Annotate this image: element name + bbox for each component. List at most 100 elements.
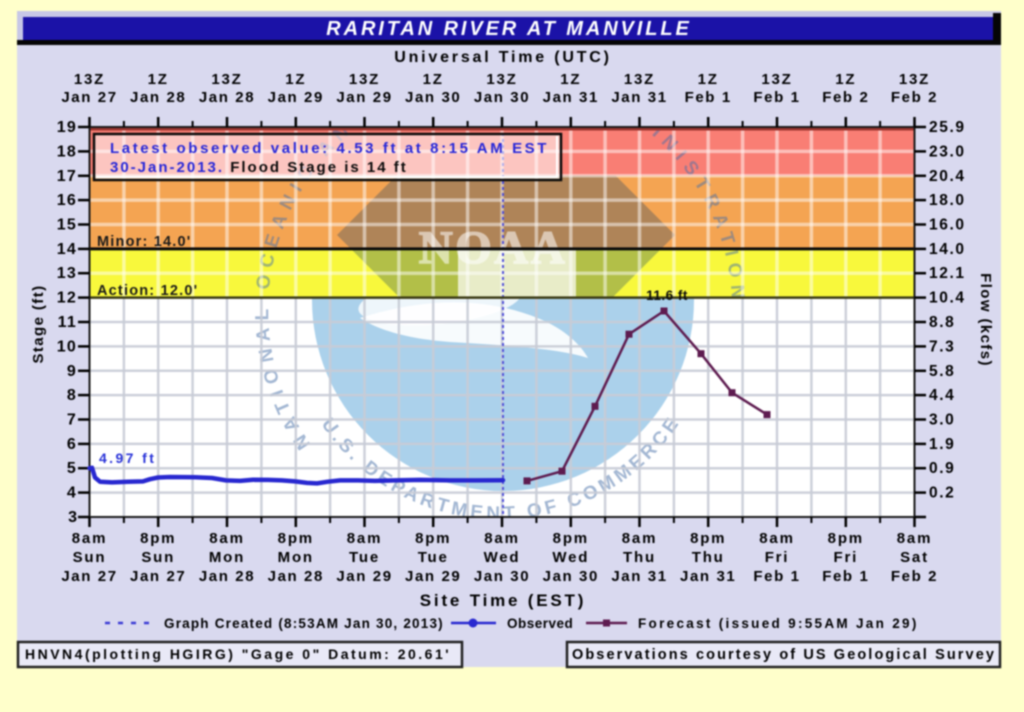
svg-text:4: 4 (67, 485, 77, 502)
svg-text:Fri: Fri (834, 549, 859, 566)
svg-text:1Z: 1Z (560, 71, 581, 88)
svg-text:0.2: 0.2 (929, 485, 955, 502)
svg-text:1Z: 1Z (285, 71, 306, 88)
svg-text:Jan 27: Jan 27 (130, 568, 186, 585)
svg-text:11.6 ft: 11.6 ft (646, 288, 688, 303)
svg-text:Jan 30: Jan 30 (543, 568, 599, 585)
svg-text:Forecast (issued 9:55AM Jan 29: Forecast (issued 9:55AM Jan 29) (638, 616, 919, 631)
svg-text:Jan 30: Jan 30 (405, 89, 461, 106)
svg-text:1Z: 1Z (835, 71, 856, 88)
svg-text:Jan 29: Jan 29 (268, 89, 324, 106)
svg-text:Feb 1: Feb 1 (685, 89, 732, 106)
svg-text:Sat: Sat (900, 549, 929, 566)
svg-text:Jan 28: Jan 28 (199, 89, 255, 106)
svg-text:Observations courtesy of US Ge: Observations courtesy of US Geological S… (572, 647, 996, 663)
svg-text:10.4: 10.4 (929, 290, 966, 307)
svg-text:13: 13 (57, 265, 77, 282)
svg-text:Universal Time (UTC): Universal Time (UTC) (394, 49, 612, 66)
svg-text:Jan 28: Jan 28 (130, 89, 186, 106)
svg-text:Mon: Mon (278, 549, 314, 566)
svg-text:Stage (ft): Stage (ft) (30, 285, 47, 364)
svg-text:13Z: 13Z (899, 71, 930, 88)
svg-text:Jan 31: Jan 31 (680, 568, 736, 585)
svg-text:Jan 29: Jan 29 (405, 568, 461, 585)
svg-text:6: 6 (67, 436, 77, 453)
svg-text:Flow (kcfs): Flow (kcfs) (977, 273, 994, 367)
svg-text:Feb 1: Feb 1 (753, 568, 800, 585)
svg-text:1Z: 1Z (148, 71, 169, 88)
svg-text:5.8: 5.8 (929, 363, 955, 380)
svg-text:7: 7 (67, 412, 77, 429)
svg-text:HNVN4(plotting HGIRG) "Gage 0: HNVN4(plotting HGIRG) "Gage 0" Datum: 20… (25, 646, 451, 662)
svg-text:8am: 8am (759, 530, 794, 547)
svg-text:5: 5 (67, 460, 77, 477)
svg-text:4.97 ft: 4.97 ft (99, 450, 156, 466)
svg-text:1Z: 1Z (698, 71, 719, 88)
svg-text:13Z: 13Z (74, 71, 105, 88)
svg-text:Jan 31: Jan 31 (611, 568, 667, 585)
svg-text:15: 15 (57, 217, 77, 234)
svg-text:Jan 28: Jan 28 (268, 568, 324, 585)
svg-text:16: 16 (57, 192, 77, 209)
svg-text:Jan 29: Jan 29 (336, 568, 392, 585)
svg-text:13Z: 13Z (211, 71, 242, 88)
svg-text:Observed: Observed (507, 616, 573, 631)
svg-text:30-Jan-2013. Flood Stage is 14: 30-Jan-2013. Flood Stage is 14 ft (110, 159, 408, 176)
svg-text:Jan 27: Jan 27 (61, 89, 117, 106)
svg-text:8am: 8am (622, 530, 657, 547)
svg-text:Action: 12.0': Action: 12.0' (97, 283, 198, 299)
svg-text:16.0: 16.0 (929, 217, 966, 234)
svg-text:9: 9 (67, 363, 77, 380)
svg-text:Jan 29: Jan 29 (336, 89, 392, 106)
svg-text:14.0: 14.0 (929, 241, 966, 258)
svg-text:18: 18 (57, 143, 77, 160)
svg-text:Thu: Thu (623, 549, 656, 566)
svg-text:13Z: 13Z (349, 71, 380, 88)
svg-text:Mon: Mon (209, 549, 245, 566)
svg-text:25.9: 25.9 (929, 119, 966, 136)
svg-text:Feb 1: Feb 1 (753, 89, 800, 106)
svg-text:Wed: Wed (484, 549, 521, 566)
svg-text:RARITAN RIVER AT MANVILLE: RARITAN RIVER AT MANVILLE (326, 18, 691, 40)
svg-text:10: 10 (57, 338, 77, 355)
svg-text:1Z: 1Z (423, 71, 444, 88)
svg-text:8am: 8am (72, 530, 107, 547)
svg-text:Fri: Fri (765, 549, 790, 566)
svg-text:Jan 30: Jan 30 (474, 568, 530, 585)
svg-text:7.3: 7.3 (929, 338, 955, 355)
svg-text:8: 8 (67, 387, 77, 404)
svg-text:Sun: Sun (73, 549, 107, 566)
svg-text:Jan 28: Jan 28 (199, 568, 255, 585)
svg-text:8pm: 8pm (140, 530, 176, 547)
svg-text:13Z: 13Z (624, 71, 655, 88)
svg-text:Jan 31: Jan 31 (543, 89, 599, 106)
svg-text:13Z: 13Z (486, 71, 517, 88)
svg-text:Feb 2: Feb 2 (822, 89, 869, 106)
svg-text:Feb 1: Feb 1 (822, 568, 869, 585)
svg-text:Tue: Tue (418, 549, 449, 566)
svg-text:Jan 27: Jan 27 (61, 568, 117, 585)
svg-text:14: 14 (57, 241, 77, 258)
svg-text:Wed: Wed (552, 549, 589, 566)
svg-text:1.9: 1.9 (929, 436, 955, 453)
svg-text:8.8: 8.8 (929, 314, 955, 331)
svg-text:Site Time (EST): Site Time (EST) (420, 591, 586, 610)
svg-text:23.0: 23.0 (929, 143, 966, 160)
svg-text:Latest observed value: 4.53 ft: Latest observed value: 4.53 ft at 8:15 A… (110, 140, 549, 157)
svg-text:18.0: 18.0 (929, 192, 966, 209)
svg-text:8am: 8am (347, 530, 382, 547)
svg-text:13Z: 13Z (761, 71, 792, 88)
svg-text:Feb 2: Feb 2 (891, 89, 938, 106)
svg-text:8pm: 8pm (553, 530, 589, 547)
svg-text:3.0: 3.0 (929, 412, 955, 429)
svg-text:Thu: Thu (692, 549, 725, 566)
svg-text:3: 3 (68, 509, 77, 526)
svg-text:8pm: 8pm (690, 530, 726, 547)
svg-text:8pm: 8pm (828, 530, 864, 547)
svg-text:Feb 2: Feb 2 (891, 568, 938, 585)
svg-text:Minor: 14.0': Minor: 14.0' (97, 234, 191, 250)
svg-text:8pm: 8pm (415, 530, 451, 547)
svg-text:20.4: 20.4 (929, 168, 966, 185)
svg-text:12.1: 12.1 (929, 265, 966, 282)
svg-text:11: 11 (58, 314, 77, 331)
